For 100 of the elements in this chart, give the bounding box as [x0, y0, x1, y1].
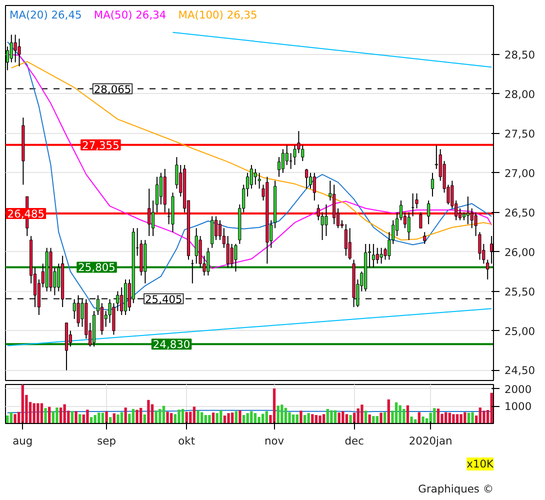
candlestick — [254, 168, 257, 186]
y-tick-label: 27,50 — [504, 127, 536, 140]
bar — [387, 399, 390, 424]
bar — [120, 412, 124, 424]
y-tick-label: 28,00 — [504, 88, 536, 101]
candlestick — [348, 228, 352, 260]
y-tick-label: 25,50 — [504, 285, 536, 298]
bar — [36, 403, 40, 424]
bar — [398, 405, 402, 424]
y-tick-label: 27,00 — [504, 166, 536, 180]
bar — [234, 411, 238, 424]
bar — [10, 412, 13, 424]
ref-line-label: 24,830 — [152, 338, 190, 352]
bar — [402, 408, 406, 424]
y-tick-label: 2000 — [504, 382, 532, 396]
bar — [258, 416, 260, 424]
bar — [21, 384, 24, 424]
bar — [178, 410, 180, 424]
bar — [150, 404, 154, 424]
candlestick — [289, 152, 292, 170]
bar — [471, 412, 474, 424]
candlestick — [486, 259, 490, 280]
candlestick — [396, 212, 399, 237]
bar — [311, 414, 314, 424]
candlestick — [14, 34, 17, 63]
bar — [422, 416, 424, 424]
candlestick — [407, 212, 410, 240]
candlestick — [72, 298, 76, 320]
bar — [394, 402, 398, 424]
x-tick-label: okt — [178, 434, 196, 448]
candlestick — [324, 204, 328, 237]
bar — [436, 408, 440, 424]
candlestick — [230, 243, 234, 268]
candlestick — [148, 188, 151, 237]
bar — [140, 408, 142, 424]
bar — [490, 392, 493, 424]
bar — [444, 412, 448, 424]
bar — [410, 416, 413, 424]
bar — [265, 411, 268, 424]
y-tick-label: 25,00 — [504, 324, 536, 338]
bar — [456, 414, 459, 424]
candlestick — [376, 247, 379, 264]
bar — [32, 403, 36, 424]
candlestick — [332, 184, 336, 225]
candlestick — [458, 208, 462, 221]
bar — [250, 411, 253, 424]
bar — [56, 408, 58, 424]
bar — [132, 408, 135, 424]
candlestick — [206, 247, 210, 276]
candlestick — [10, 34, 13, 63]
bar — [482, 410, 486, 424]
bar — [147, 400, 150, 424]
bar — [318, 416, 322, 424]
candlestick — [100, 302, 104, 336]
bar — [196, 410, 200, 424]
bar — [59, 408, 62, 424]
bar — [166, 412, 169, 424]
x-tick-label: aug — [12, 434, 33, 448]
candlestick — [152, 200, 155, 237]
text: x10K — [466, 458, 495, 470]
bar — [460, 414, 462, 424]
bar — [14, 414, 16, 424]
bar — [326, 408, 329, 424]
candlestick — [380, 247, 383, 264]
bar — [345, 414, 348, 424]
candlestick — [372, 243, 375, 268]
bar — [208, 415, 211, 424]
bar — [478, 408, 482, 424]
candlestick — [218, 220, 222, 240]
bar — [70, 411, 74, 424]
bar — [212, 412, 215, 424]
candlestick — [226, 236, 230, 268]
candlestick — [159, 172, 162, 205]
candlestick — [423, 232, 426, 244]
bar — [98, 412, 100, 424]
bar — [154, 410, 158, 424]
bar — [227, 413, 230, 424]
candlestick — [466, 196, 470, 225]
candlestick — [308, 172, 312, 190]
candlestick — [419, 212, 422, 229]
candlestick — [470, 208, 474, 229]
bar — [158, 408, 162, 424]
candlestick — [258, 172, 261, 190]
bar — [288, 412, 291, 424]
bar — [238, 410, 242, 424]
x-tick-label: sep — [97, 434, 116, 448]
bar — [216, 413, 218, 424]
bar — [284, 408, 288, 424]
bar — [349, 415, 352, 424]
candlestick — [427, 200, 430, 225]
bar — [307, 413, 310, 424]
candlestick — [312, 172, 316, 201]
bar — [360, 404, 364, 424]
y-tick-label: 28,50 — [504, 48, 536, 62]
candlestick — [281, 148, 284, 174]
bar — [246, 413, 249, 424]
bar — [338, 412, 340, 424]
bar — [162, 406, 166, 424]
bar — [364, 410, 368, 424]
bar — [124, 408, 127, 424]
